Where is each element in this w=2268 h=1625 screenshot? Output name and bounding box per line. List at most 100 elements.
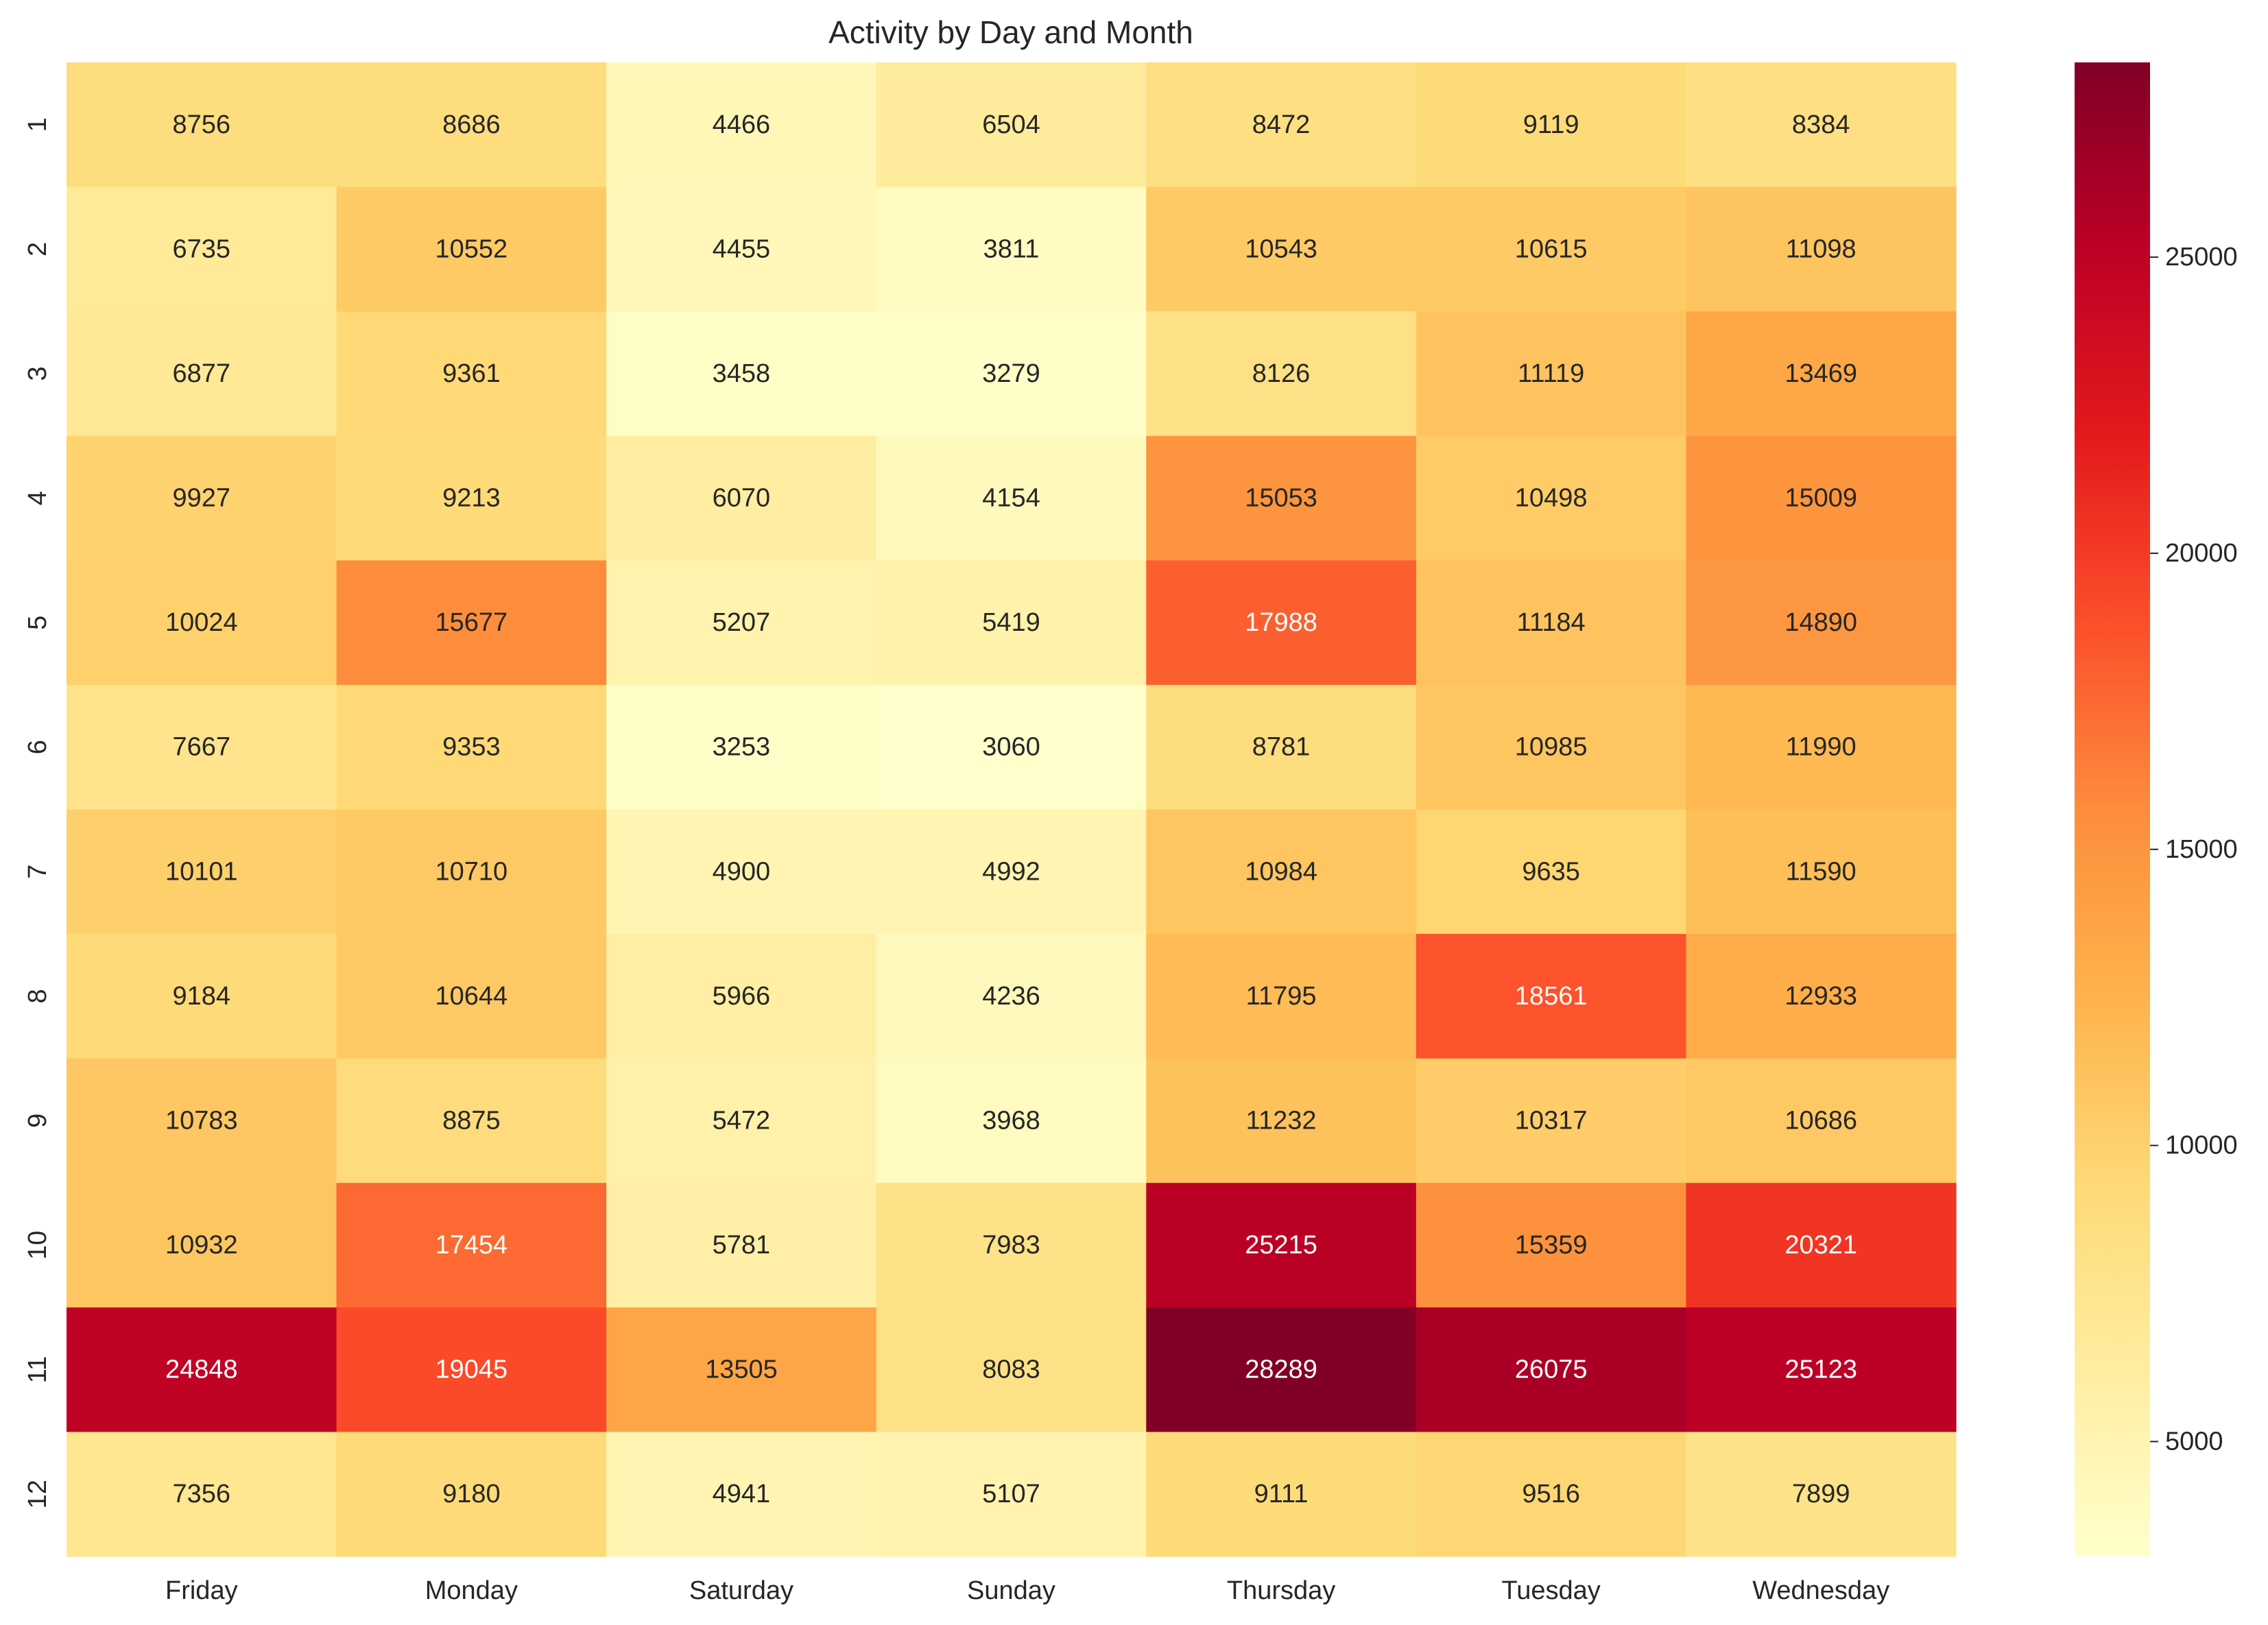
- cell-value-label: 11590: [1786, 857, 1857, 886]
- cell-value-label: 13469: [1784, 359, 1857, 388]
- cell-value-label: 4236: [982, 982, 1040, 1011]
- cell-value-label: 8875: [442, 1106, 501, 1135]
- heatmap-cell: [336, 1307, 607, 1433]
- colorbar: 5000 10000 15000 20000 25000: [2075, 62, 2238, 1556]
- heatmap-cell: [1686, 1058, 1957, 1183]
- cell-value-label: 25123: [1784, 1356, 1857, 1384]
- cell-value-label: 5966: [713, 982, 771, 1011]
- heatmap-cell: [1416, 1058, 1687, 1183]
- heatmap-cell: [1416, 435, 1687, 561]
- cell-value-label: 10498: [1515, 484, 1588, 513]
- heatmap-cell: [1146, 684, 1417, 810]
- heatmap-cell: [606, 186, 877, 312]
- cell-value-label: 20321: [1784, 1231, 1857, 1260]
- colorbar-tick-label: 20000: [2165, 539, 2238, 568]
- heatmap-cell: [876, 1058, 1147, 1183]
- cell-value-label: 15053: [1245, 484, 1317, 513]
- y-tick-label: 3: [23, 366, 52, 381]
- cell-value-label: 5419: [982, 608, 1040, 637]
- heatmap-cell: [876, 435, 1147, 561]
- cell-value-label: 9635: [1522, 857, 1580, 886]
- cell-value-label: 12933: [1784, 982, 1857, 1011]
- cell-value-label: 14890: [1784, 608, 1857, 637]
- cell-value-label: 9111: [1254, 1480, 1309, 1508]
- heatmap-cell: [336, 435, 607, 561]
- heatmap-cell: [67, 62, 337, 188]
- cell-value-label: 9119: [1523, 110, 1579, 139]
- heatmap-cell: [67, 1183, 337, 1308]
- heatmap-cell: [1146, 186, 1417, 312]
- cell-value-label: 9516: [1522, 1480, 1580, 1508]
- cell-value-label: 8781: [1252, 733, 1311, 762]
- cell-value-label: 17454: [435, 1231, 508, 1260]
- y-tick-label: 2: [23, 242, 52, 256]
- heatmap-cell: [336, 1058, 607, 1183]
- cell-value-label: 24848: [165, 1356, 238, 1384]
- heatmap-cell: [336, 560, 607, 686]
- cell-value-label: 8083: [982, 1356, 1040, 1384]
- cell-value-label: 3968: [982, 1106, 1040, 1135]
- cell-value-label: 15009: [1784, 484, 1857, 513]
- cell-value-label: 5472: [713, 1106, 771, 1135]
- x-tick-label: Wednesday: [1752, 1576, 1889, 1605]
- heatmap-cell: [67, 684, 337, 810]
- heatmap-cell: [67, 934, 337, 1059]
- cell-value-label: 10932: [165, 1231, 238, 1260]
- cell-value-label: 10686: [1784, 1106, 1857, 1135]
- heatmap-cell: [606, 1307, 877, 1433]
- heatmap-cell: [67, 1432, 337, 1557]
- cell-value-label: 10317: [1515, 1106, 1588, 1135]
- heatmap-cells: 8756 8686 4466 6504 8472 9119 8384 6735 10552 445…: [67, 62, 1957, 1557]
- heatmap-cell: [336, 1183, 607, 1308]
- heatmap-cell: [606, 684, 877, 810]
- heatmap-cell: [1146, 1307, 1417, 1433]
- heatmap-cell: [876, 809, 1147, 935]
- heatmap-cell: [67, 1058, 337, 1183]
- y-tick-label: 6: [23, 740, 52, 754]
- cell-value-label: 3811: [983, 234, 1040, 263]
- colorbar-tick-label: 10000: [2165, 1131, 2238, 1160]
- cell-value-label: 3279: [982, 359, 1040, 388]
- heatmap-cell: [876, 62, 1147, 188]
- cell-value-label: 4900: [713, 857, 771, 886]
- cell-value-label: 4154: [982, 484, 1040, 513]
- heatmap-cell: [876, 684, 1147, 810]
- heatmap-cell: [1146, 311, 1417, 437]
- cell-value-label: 17988: [1245, 608, 1317, 637]
- heatmap-cell: [1686, 311, 1957, 437]
- cell-value-label: 9213: [442, 484, 501, 513]
- heatmap-cell: [1416, 186, 1687, 312]
- y-tick-label: 12: [23, 1480, 52, 1508]
- cell-value-label: 7983: [982, 1231, 1040, 1260]
- y-tick-label: 11: [23, 1356, 52, 1383]
- cell-value-label: 6735: [173, 234, 231, 263]
- heatmap-cell: [336, 684, 607, 810]
- x-tick-label: Sunday: [967, 1576, 1055, 1605]
- heatmap-cell: [336, 311, 607, 437]
- heatmap-cell: [1146, 1183, 1417, 1308]
- cell-value-label: 10024: [165, 608, 238, 637]
- heatmap-cell: [67, 1307, 337, 1433]
- cell-value-label: 25215: [1245, 1231, 1317, 1260]
- cell-value-label: 10644: [435, 982, 508, 1011]
- cell-value-label: 19045: [435, 1356, 508, 1384]
- heatmap-cell: [606, 1058, 877, 1183]
- cell-value-label: 9180: [442, 1480, 501, 1508]
- heatmap-cell: [606, 1432, 877, 1557]
- cell-value-label: 8384: [1792, 110, 1850, 139]
- cell-value-label: 4992: [982, 857, 1040, 886]
- heatmap-cell: [336, 1432, 607, 1557]
- heatmap-cell: [1146, 435, 1417, 561]
- cell-value-label: 10710: [435, 857, 508, 886]
- cell-value-label: 28289: [1245, 1356, 1317, 1384]
- cell-value-label: 6504: [982, 110, 1040, 139]
- heatmap-cell: [876, 934, 1147, 1059]
- heatmap-cell: [1416, 684, 1687, 810]
- heatmap-cell: [1686, 809, 1957, 935]
- heatmap-cell: [1416, 560, 1687, 686]
- heatmap-cell: [1146, 560, 1417, 686]
- heatmap-cell: [876, 1183, 1147, 1308]
- cell-value-label: 5207: [713, 608, 771, 637]
- colorbar-tick-label: 15000: [2165, 835, 2238, 864]
- cell-value-label: 9353: [442, 733, 501, 762]
